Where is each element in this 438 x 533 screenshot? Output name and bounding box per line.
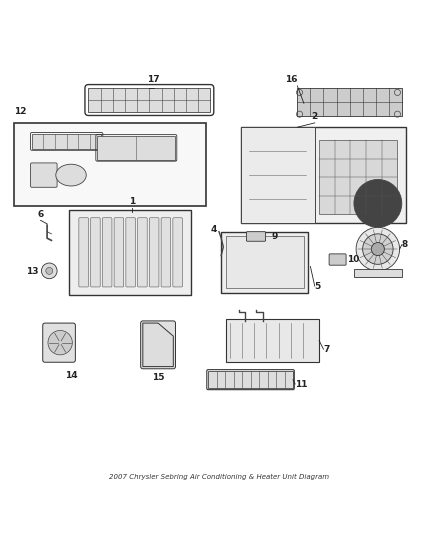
FancyBboxPatch shape <box>31 163 57 187</box>
Bar <box>226 319 319 362</box>
Circle shape <box>363 188 393 219</box>
Text: 12: 12 <box>14 107 27 116</box>
Ellipse shape <box>56 164 86 186</box>
Text: 13: 13 <box>26 267 39 276</box>
Text: 14: 14 <box>65 371 78 380</box>
Bar <box>97 136 176 160</box>
FancyBboxPatch shape <box>138 218 147 287</box>
Text: 7: 7 <box>323 345 330 354</box>
FancyBboxPatch shape <box>329 254 346 265</box>
Bar <box>88 88 210 112</box>
Bar <box>226 236 304 288</box>
Text: 2: 2 <box>311 112 318 120</box>
Text: 8: 8 <box>402 240 408 249</box>
FancyBboxPatch shape <box>114 218 124 287</box>
FancyBboxPatch shape <box>141 321 176 369</box>
FancyBboxPatch shape <box>79 218 88 287</box>
Bar <box>319 140 397 214</box>
Bar <box>297 88 402 116</box>
FancyBboxPatch shape <box>69 210 191 295</box>
Text: 4: 4 <box>210 225 217 234</box>
Text: 16: 16 <box>285 75 297 84</box>
Text: 15: 15 <box>152 373 164 382</box>
Circle shape <box>42 263 57 279</box>
FancyBboxPatch shape <box>43 323 75 362</box>
FancyBboxPatch shape <box>173 218 183 287</box>
Text: 11: 11 <box>295 379 307 389</box>
Circle shape <box>354 180 402 228</box>
Bar <box>241 127 315 223</box>
Text: 6: 6 <box>37 209 44 219</box>
Bar <box>32 134 102 149</box>
Bar <box>354 269 402 277</box>
FancyBboxPatch shape <box>241 127 406 223</box>
Circle shape <box>356 228 399 271</box>
FancyBboxPatch shape <box>149 218 159 287</box>
Circle shape <box>363 234 393 264</box>
Text: 9: 9 <box>271 231 278 240</box>
Bar <box>208 371 293 389</box>
Circle shape <box>46 268 53 274</box>
Text: 5: 5 <box>315 281 321 290</box>
Circle shape <box>371 197 385 210</box>
Text: 2007 Chrysler Sebring Air Conditioning & Heater Unit Diagram: 2007 Chrysler Sebring Air Conditioning &… <box>109 474 329 480</box>
FancyBboxPatch shape <box>102 218 112 287</box>
Text: 17: 17 <box>148 75 160 84</box>
FancyBboxPatch shape <box>91 218 100 287</box>
FancyBboxPatch shape <box>161 218 171 287</box>
Text: 10: 10 <box>347 255 360 264</box>
Bar <box>221 232 308 293</box>
Bar <box>14 123 206 206</box>
Text: 1: 1 <box>129 197 135 206</box>
FancyBboxPatch shape <box>126 218 135 287</box>
Circle shape <box>48 330 72 355</box>
Circle shape <box>371 243 385 256</box>
FancyBboxPatch shape <box>247 232 265 241</box>
Polygon shape <box>143 323 173 367</box>
